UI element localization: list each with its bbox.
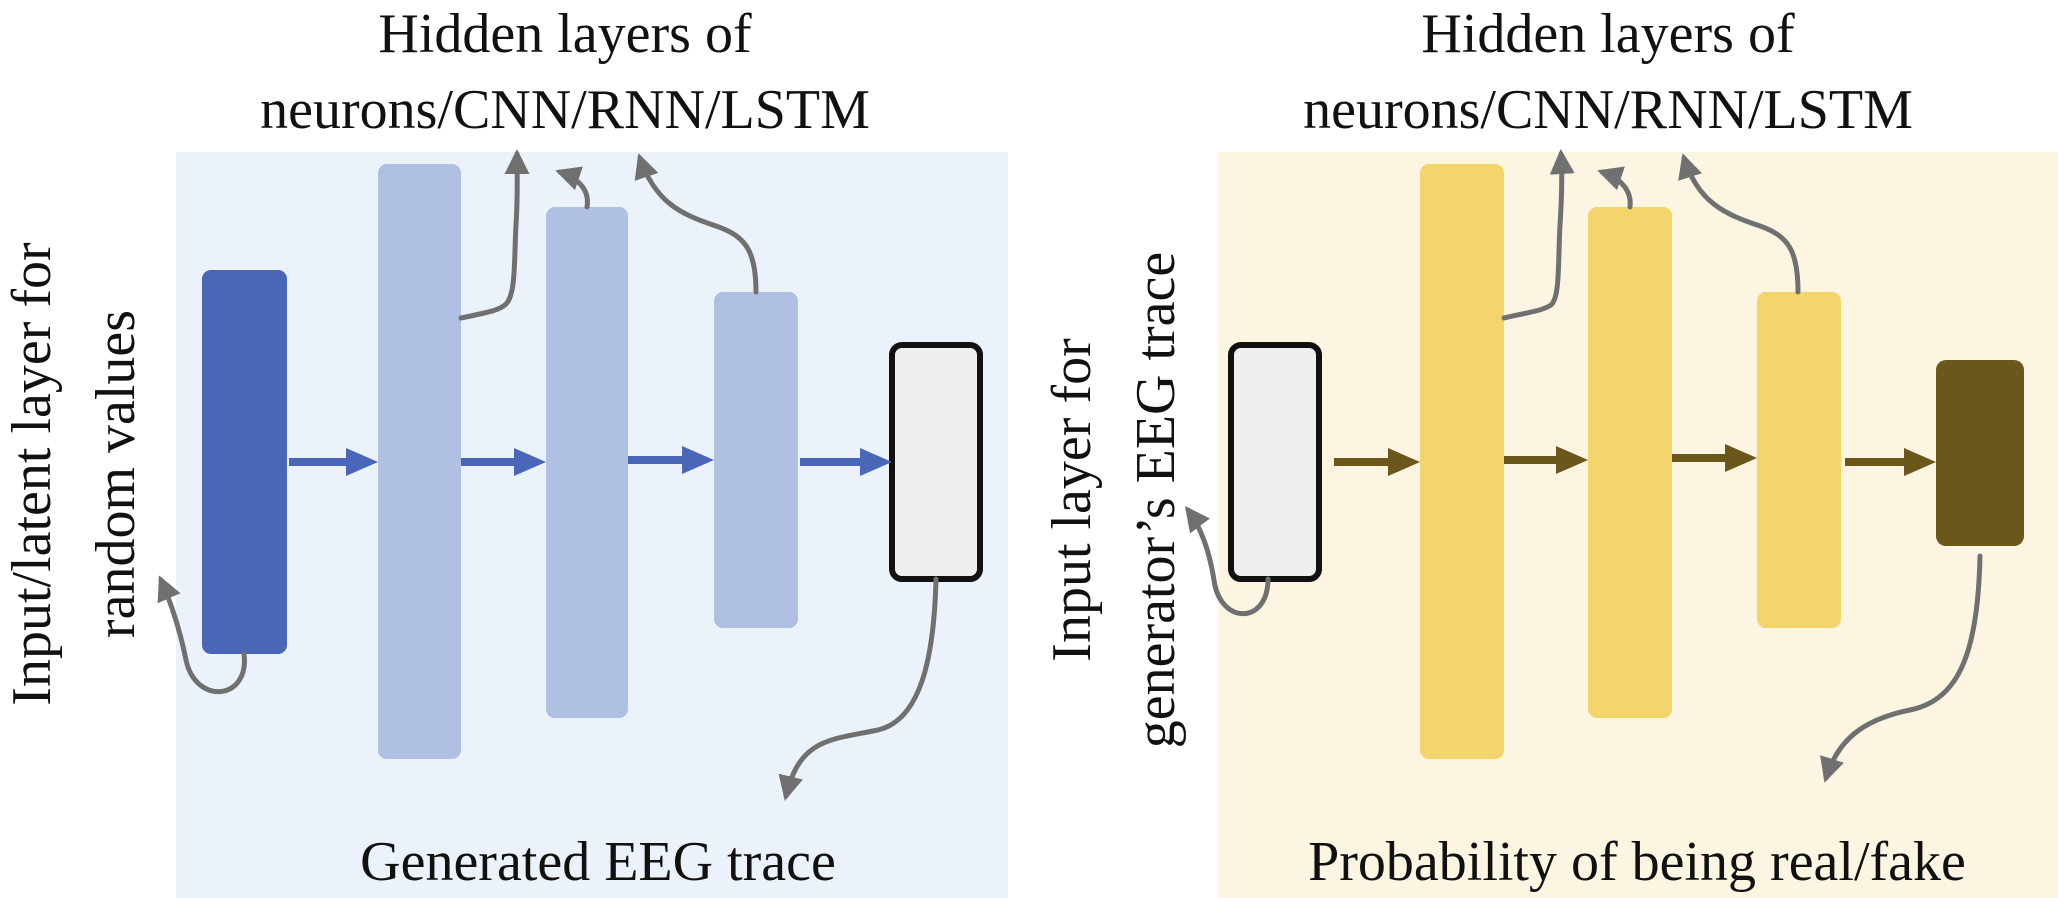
generator-network: Hidden layers of neurons/CNN/RNN/LSTM In… (1, 3, 1008, 898)
discriminator-input-layer-label: Input layer for generator’s EEG trace (1041, 252, 1187, 748)
discriminator-pointer-curves (1185, 149, 1983, 783)
discriminator-hidden-layer-1 (1420, 164, 1504, 759)
generator-hidden-layers-label-line2: neurons/CNN/RNN/LSTM (260, 79, 870, 141)
discriminator-output-layer (1936, 360, 2024, 546)
generator-input-layer-label: Input/latent layer for random values (1, 242, 147, 706)
generator-hidden-layer-2 (546, 207, 628, 718)
generator-hidden-2-pointer-curve (555, 166, 590, 210)
discriminator-hidden-3-pointer-curve (1678, 153, 1801, 295)
discriminator-hidden-2-pointer-curve (1597, 166, 1633, 210)
discriminator-arrow-3 (1672, 444, 1757, 472)
generator-input-pointer-curve (157, 575, 247, 695)
generator-hidden-1-pointer-curve (458, 149, 530, 321)
discriminator-input-label-line1: Input layer for (1041, 338, 1103, 662)
generator-arrow-1 (289, 448, 378, 476)
generator-hidden-layers-label-line1: Hidden layers of (378, 3, 752, 65)
discriminator-network: Hidden layers of neurons/CNN/RNN/LSTM In… (1041, 3, 2058, 898)
generator-hidden-layer-3 (714, 292, 798, 628)
generator-hidden-3-pointer-curve (634, 153, 759, 295)
discriminator-input-layer (1228, 342, 1322, 582)
generator-arrow-4 (800, 448, 892, 476)
discriminator-input-pointer-curve (1185, 505, 1271, 617)
discriminator-arrow-1 (1334, 448, 1420, 476)
discriminator-arrow-2 (1504, 446, 1588, 474)
generator-arrow-2 (461, 448, 546, 476)
discriminator-hidden-layers-label-line2: neurons/CNN/RNN/LSTM (1303, 79, 1913, 141)
generator-hidden-layer-1 (378, 164, 461, 759)
discriminator-output-label: Probability of being real/fake (1308, 831, 1966, 893)
generator-pointer-curves (157, 149, 939, 801)
discriminator-hidden-layers-label-line1: Hidden layers of (1421, 3, 1795, 65)
generator-output-pointer-curve (778, 576, 939, 801)
discriminator-input-label-line2: generator’s EEG trace (1125, 252, 1187, 748)
discriminator-arrow-4 (1845, 448, 1936, 476)
generator-input-layer (202, 270, 287, 654)
generator-input-label-line2: random values (85, 310, 147, 638)
discriminator-output-pointer-curve (1820, 553, 1983, 783)
generator-input-label-line1: Input/latent layer for (1, 242, 63, 706)
discriminator-hidden-layer-2 (1588, 207, 1672, 718)
discriminator-connection-arrows (1334, 444, 1936, 476)
generator-connection-arrows (289, 446, 892, 476)
discriminator-hidden-layer-3 (1757, 292, 1841, 628)
generator-output-label: Generated EEG trace (360, 831, 836, 893)
generator-output-layer (889, 342, 983, 582)
discriminator-hidden-1-pointer-curve (1501, 149, 1575, 321)
generator-arrow-3 (628, 446, 714, 474)
